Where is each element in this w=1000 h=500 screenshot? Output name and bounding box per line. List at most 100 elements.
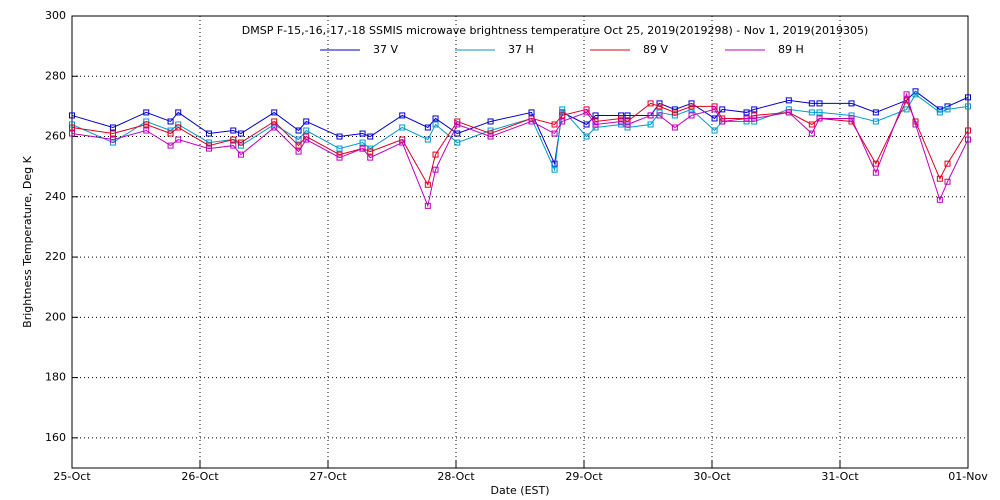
point-marker <box>618 118 625 125</box>
y-tick-label: 200 <box>45 310 66 323</box>
point-marker <box>936 175 943 182</box>
y-axis-label: Brightness Temperature, Deg K <box>21 155 34 327</box>
point-marker <box>647 112 654 119</box>
series-line <box>71 99 969 187</box>
x-tick-label: 01-Nov <box>948 470 988 483</box>
point-marker <box>359 139 366 146</box>
point-marker <box>751 106 758 113</box>
point-marker <box>912 121 919 128</box>
point-marker <box>944 106 951 113</box>
point-marker <box>143 121 150 128</box>
legend-label: 89 H <box>778 43 804 56</box>
point-marker <box>785 106 792 113</box>
point-marker <box>583 133 590 140</box>
point-marker <box>944 178 951 185</box>
point-marker <box>237 130 244 137</box>
point-marker <box>454 121 461 128</box>
point-marker <box>751 115 758 122</box>
point-marker <box>303 118 310 125</box>
point-marker <box>295 136 302 143</box>
point-marker <box>424 136 431 143</box>
point-marker <box>656 109 663 116</box>
x-tick-label: 27-Oct <box>309 470 347 483</box>
point-marker <box>295 148 302 155</box>
point-marker <box>872 118 879 125</box>
point-marker <box>936 196 943 203</box>
point-marker <box>965 136 971 143</box>
point-marker <box>808 109 815 116</box>
point-marker <box>688 100 695 107</box>
point-marker <box>271 124 278 131</box>
point-marker <box>903 106 910 113</box>
point-marker <box>751 112 758 119</box>
point-marker <box>559 118 566 125</box>
point-marker <box>848 100 855 107</box>
point-marker <box>551 130 558 137</box>
point-marker <box>743 109 750 116</box>
point-marker <box>143 109 150 116</box>
point-marker <box>230 127 237 134</box>
point-marker <box>671 124 678 131</box>
point-marker <box>583 121 590 128</box>
point-marker <box>295 142 302 149</box>
point-marker <box>432 121 439 128</box>
point-marker <box>336 154 343 161</box>
x-tick-label: 28-Oct <box>437 470 475 483</box>
point-marker <box>143 127 150 134</box>
x-tick-label: 26-Oct <box>181 470 219 483</box>
x-tick-label: 29-Oct <box>565 470 603 483</box>
point-marker <box>936 109 943 116</box>
legend-label: 37 V <box>373 43 398 56</box>
point-marker <box>336 145 343 152</box>
point-marker <box>624 121 631 128</box>
point-marker <box>618 115 625 122</box>
plot-frame <box>71 15 969 469</box>
point-marker <box>303 127 310 134</box>
point-marker <box>167 142 174 149</box>
point-marker <box>167 130 174 137</box>
point-marker <box>69 130 75 137</box>
y-tick-label: 280 <box>45 69 66 82</box>
point-marker <box>454 139 461 146</box>
point-marker <box>424 181 431 188</box>
point-marker <box>671 109 678 116</box>
point-marker <box>303 136 310 143</box>
point-marker <box>808 121 815 128</box>
point-marker <box>399 124 406 131</box>
point-marker <box>69 112 75 119</box>
point-marker <box>359 145 366 152</box>
y-tick-label: 240 <box>45 190 66 203</box>
point-marker <box>399 112 406 119</box>
point-marker <box>688 103 695 110</box>
point-marker <box>872 169 879 176</box>
point-marker <box>359 130 366 137</box>
y-tick-label: 160 <box>45 431 66 444</box>
y-tick-label: 260 <box>45 130 66 143</box>
point-marker <box>399 139 406 146</box>
point-marker <box>872 109 879 116</box>
point-marker <box>688 112 695 119</box>
point-marker <box>711 106 718 113</box>
point-marker <box>903 91 910 98</box>
point-marker <box>424 202 431 209</box>
point-marker <box>109 136 116 143</box>
legend-label: 89 V <box>643 43 668 56</box>
point-marker <box>751 118 758 125</box>
x-tick-label: 30-Oct <box>693 470 731 483</box>
point-marker <box>912 91 919 98</box>
point-marker <box>432 151 439 158</box>
y-tick-label: 300 <box>45 9 66 22</box>
point-marker <box>175 109 182 116</box>
point-marker <box>487 133 494 140</box>
point-marker <box>624 112 631 119</box>
point-marker <box>237 139 244 146</box>
point-marker <box>816 115 823 122</box>
point-marker <box>336 133 343 140</box>
point-marker <box>230 136 237 143</box>
point-marker <box>69 121 75 128</box>
point-marker <box>205 145 212 152</box>
point-marker <box>551 166 558 173</box>
